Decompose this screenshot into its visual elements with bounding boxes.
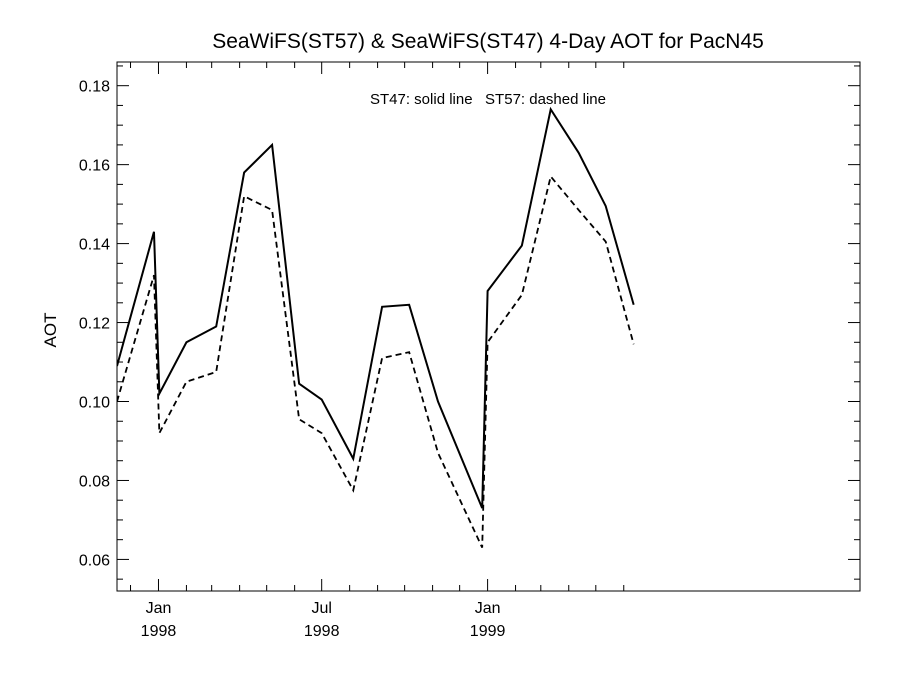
x-tick-label-year: 1998: [141, 623, 177, 640]
x-tick-label-month: Jan: [146, 600, 172, 617]
x-tick-label-year: 1998: [304, 623, 340, 640]
y-tick-label: 0.16: [79, 158, 110, 175]
y-tick-label: 0.06: [79, 552, 110, 569]
series-line-st57: [117, 174, 635, 548]
plot-frame: [116, 61, 861, 592]
y-tick-label: 0.12: [79, 316, 110, 333]
y-tick-label: 0.14: [79, 237, 110, 254]
x-tick-label-month: Jan: [475, 600, 501, 617]
series-line-st47: [117, 106, 635, 509]
x-tick-label-month: Jul: [311, 600, 331, 617]
chart-title: SeaWiFS(ST57) & SeaWiFS(ST47) 4-Day AOT …: [212, 30, 764, 53]
x-tick-label-year: 1999: [470, 623, 506, 640]
y-tick-label: 0.18: [79, 79, 110, 96]
legend-annotation: ST47: solid line ST57: dashed line: [370, 91, 606, 108]
y-tick-label: 0.10: [79, 395, 110, 412]
plot-area: 0.06 0.08 0.10 0.12 0.14 0.16 0.18 Jan 1998 Jul 19…: [79, 61, 861, 640]
y-axis-label: AOT: [41, 313, 60, 348]
y-tick-label: 0.08: [79, 473, 110, 490]
